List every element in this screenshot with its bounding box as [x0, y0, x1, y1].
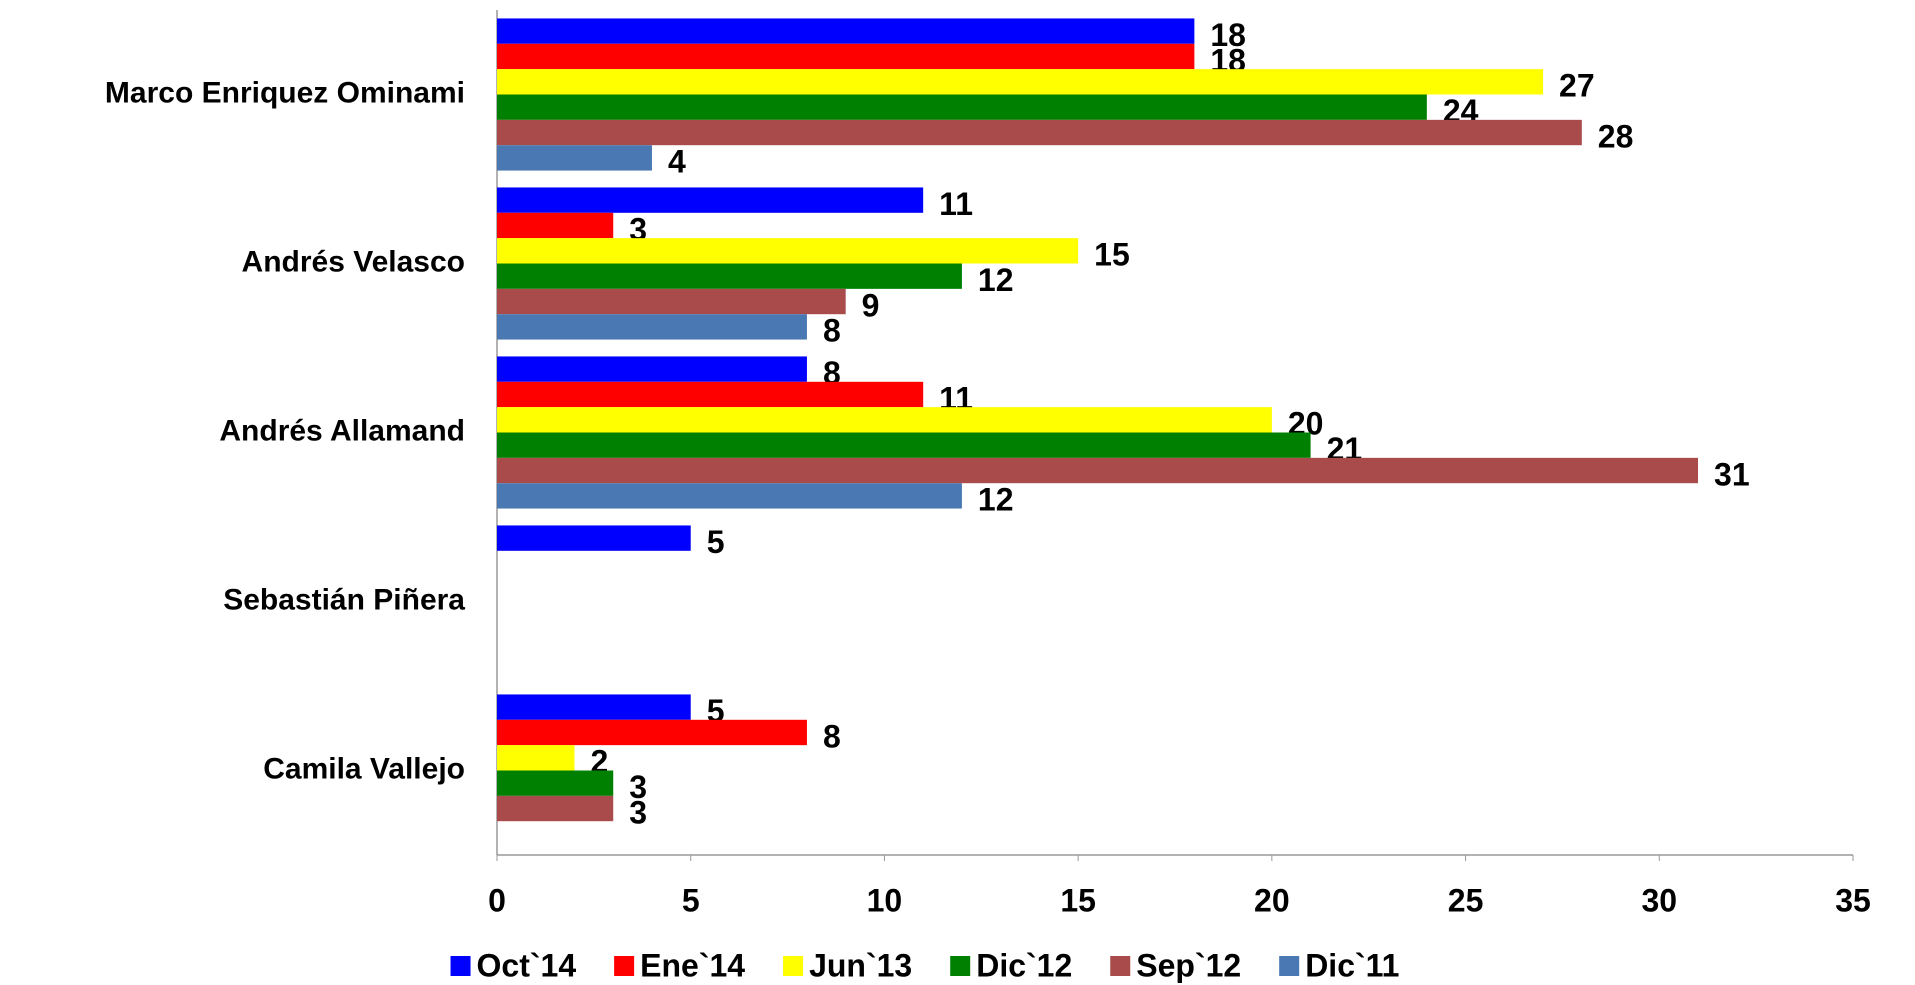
value-label: 12 [978, 482, 1014, 518]
legend-label: Sep`12 [1136, 947, 1241, 983]
legend-swatch [450, 956, 471, 976]
x-tick-label: 5 [682, 882, 700, 918]
value-label: 31 [1714, 456, 1750, 492]
legend-swatch [1279, 956, 1300, 976]
bar [497, 145, 652, 171]
x-tick-label: 10 [867, 882, 903, 918]
legend-swatch [783, 956, 804, 976]
bar [497, 457, 1699, 484]
bar [497, 94, 1427, 120]
value-label: 9 [862, 287, 880, 323]
y-tick-label: Andrés Allamand [219, 414, 465, 447]
x-tick-label: 30 [1641, 882, 1677, 918]
value-label: 27 [1559, 68, 1595, 104]
bar [497, 238, 1079, 264]
value-label: 8 [823, 718, 841, 754]
value-label: 18 [1210, 17, 1246, 53]
bar [497, 525, 691, 551]
bar [497, 694, 691, 720]
value-label: 3 [629, 769, 647, 805]
value-label: 12 [978, 262, 1014, 298]
x-tick-label: 25 [1448, 882, 1484, 918]
value-label: 5 [707, 524, 725, 560]
bar [497, 432, 1311, 458]
y-tick-label: Marco Enriquez Ominami [105, 76, 465, 109]
bar [497, 263, 962, 289]
bar [497, 719, 807, 746]
value-label: 4 [668, 144, 686, 180]
bar [497, 187, 924, 213]
legend-label: Dic`11 [1305, 947, 1399, 983]
x-tick-label: 0 [488, 882, 506, 918]
bar [497, 18, 1195, 44]
value-label: 3 [629, 794, 647, 830]
value-label: 11 [939, 186, 973, 222]
bar [497, 356, 807, 382]
x-tick-label: 15 [1060, 882, 1096, 918]
value-label: 15 [1094, 237, 1130, 273]
bar [497, 381, 924, 408]
legend-swatch [1110, 956, 1131, 976]
legend-swatch [950, 956, 971, 976]
value-label: 28 [1598, 118, 1634, 154]
bar [497, 119, 1582, 146]
bar [497, 483, 962, 509]
bar [497, 407, 1272, 433]
bar [497, 745, 575, 771]
y-tick-label: Andrés Velasco [242, 245, 465, 278]
legend-label: Dic`12 [976, 947, 1072, 983]
bar [497, 212, 614, 239]
legend: Oct`14 Ene`14 Jun`13 Dic`12 Sep`12 Dic`11 [450, 947, 1399, 983]
legend-swatch [614, 956, 635, 976]
bar [497, 314, 807, 340]
y-tick-label: Camila Vallejo [263, 752, 465, 785]
bar [497, 288, 846, 315]
x-tick-label: 35 [1835, 882, 1871, 918]
bar [497, 43, 1195, 70]
y-tick-label: Sebastián Piñera [223, 583, 465, 616]
legend-label: Oct`14 [477, 947, 577, 983]
bar [497, 770, 614, 796]
bar [497, 795, 614, 822]
value-label: 8 [823, 313, 841, 349]
legend-label: Jun`13 [809, 947, 912, 983]
x-tick-label: 20 [1254, 882, 1290, 918]
bar [497, 69, 1544, 95]
legend-label: Ene`14 [640, 947, 745, 983]
